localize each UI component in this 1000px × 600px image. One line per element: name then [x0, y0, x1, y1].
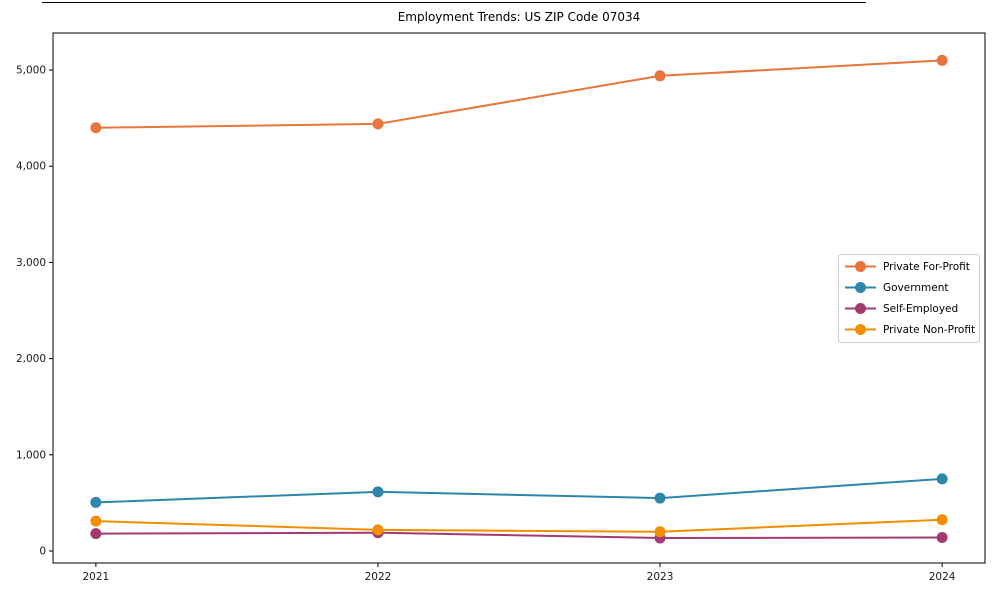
- series-line: [95, 518, 943, 533]
- legend-entry-government: Government: [845, 282, 948, 294]
- y-axis: 0 1,000 2,000 3,000 4,000 5,000: [16, 65, 53, 557]
- data-point-marker: [372, 486, 384, 498]
- data-point-marker: [936, 54, 948, 66]
- data-point-marker: [372, 118, 384, 130]
- chart-title: Employment Trends: US ZIP Code 07034: [397, 10, 641, 24]
- series-government: [90, 473, 948, 508]
- legend-entry-private-non-profit: Private Non-Profit: [845, 324, 975, 336]
- data-point-marker: [90, 122, 102, 134]
- legend-swatch-marker: [855, 324, 866, 335]
- y-tick-label: 2,000: [16, 353, 46, 365]
- data-point-marker: [654, 492, 666, 504]
- x-axis: 2021 2022 2023 2024: [83, 563, 956, 583]
- x-tick-label: 2023: [647, 571, 674, 583]
- legend-swatch-marker: [855, 303, 866, 314]
- data-point-marker: [90, 528, 102, 540]
- series-private-for-profit: [90, 54, 948, 134]
- legend-box: [838, 254, 980, 343]
- legend-entry-self-employed: Self-Employed: [845, 303, 958, 315]
- data-point-marker: [372, 524, 384, 536]
- legend-label: Private For-Profit: [883, 261, 970, 273]
- series-self-employed: [90, 527, 948, 544]
- data-point-marker: [90, 515, 102, 527]
- x-tick-label: 2021: [83, 571, 110, 583]
- x-tick-label: 2022: [365, 571, 392, 583]
- window-top-edge: [42, 2, 866, 3]
- series-line: [95, 477, 943, 504]
- legend-swatch-marker: [855, 282, 866, 293]
- legend-label: Self-Employed: [883, 303, 958, 315]
- data-point-marker: [936, 532, 948, 544]
- data-point-marker: [936, 514, 948, 526]
- y-tick-label: 5,000: [16, 65, 46, 77]
- series-private-non-profit: [90, 514, 948, 538]
- y-tick-label: 3,000: [16, 257, 46, 269]
- data-point-marker: [936, 473, 948, 485]
- y-tick-label: 1,000: [16, 449, 46, 461]
- legend: Private For-Profit Government Self-Employe…: [838, 254, 980, 343]
- legend-label: Private Non-Profit: [883, 324, 975, 336]
- data-point-marker: [654, 70, 666, 82]
- series-line: [95, 59, 943, 129]
- legend-swatch-marker: [855, 261, 866, 272]
- y-tick-label: 4,000: [16, 161, 46, 173]
- series-line: [95, 531, 943, 539]
- y-tick-label: 0: [39, 545, 46, 557]
- legend-entry-private-for-profit: Private For-Profit: [845, 261, 970, 273]
- legend-label: Government: [883, 282, 948, 294]
- x-tick-label: 2024: [929, 571, 956, 583]
- data-point-marker: [90, 496, 102, 508]
- data-point-marker: [654, 526, 666, 538]
- plot-box: [52, 32, 986, 564]
